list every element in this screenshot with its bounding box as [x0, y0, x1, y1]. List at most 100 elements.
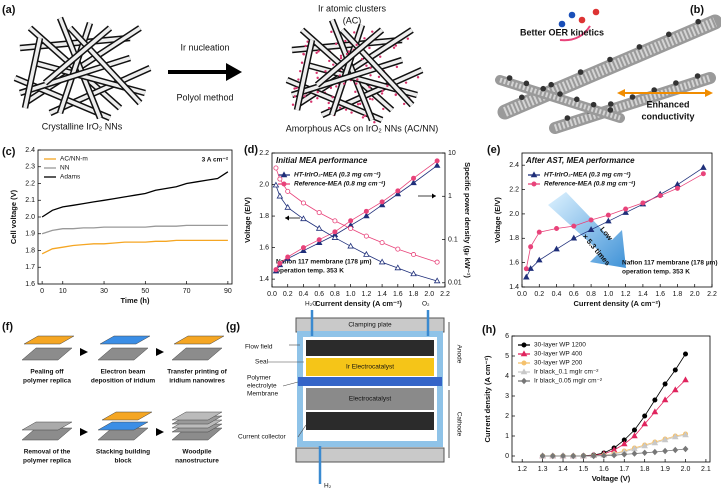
ir-cluster — [358, 102, 362, 106]
data-point — [700, 171, 706, 177]
y-tick-label: 1.7 — [25, 264, 35, 271]
plot-frame — [511, 335, 711, 463]
y-tick-label: 2 — [505, 413, 509, 420]
x-tick-label: 70 — [183, 288, 191, 295]
ir-cluster — [695, 18, 701, 25]
x-tick-label: 0 — [40, 288, 44, 295]
data-point — [570, 234, 578, 241]
data-point — [347, 242, 354, 249]
ir-cluster — [377, 75, 381, 79]
panel-label: (a) — [2, 4, 16, 16]
y-axis-label: Voltage (E/V) — [243, 197, 252, 243]
ir-cluster — [332, 63, 335, 66]
ir-cluster — [590, 101, 597, 108]
data-point — [277, 260, 283, 266]
x-axis-label: Current density (A cm⁻²) — [315, 299, 403, 308]
data-point — [410, 270, 417, 277]
x-tick-label: 0.4 — [299, 291, 309, 298]
y-tick-label: 2.0 — [25, 214, 35, 221]
data-point — [433, 277, 441, 284]
x-tick-label: 1.8 — [640, 466, 650, 473]
ir-cluster — [380, 92, 384, 95]
ir-cluster — [331, 96, 334, 99]
nanoneedle-core — [340, 28, 414, 107]
annotation: 3 A cm⁻² — [202, 157, 229, 164]
data-point — [642, 413, 648, 419]
data-point — [316, 237, 322, 243]
axis-pointer-head — [285, 215, 289, 221]
data-point — [523, 273, 530, 280]
label: O₂ — [422, 301, 430, 308]
axis-pointer-head — [432, 193, 436, 199]
legend-marker — [530, 171, 538, 178]
x-tick-label: 0.6 — [314, 291, 324, 298]
legend-entry: Reference-MEA (0.8 mg cm⁻²) — [544, 181, 635, 188]
ir-cluster — [354, 90, 357, 94]
nanowire-layer — [97, 421, 149, 431]
substrate — [21, 347, 73, 361]
data-point — [651, 448, 658, 456]
ir-cluster — [327, 101, 330, 105]
x-tick-label: 1.2 — [621, 291, 631, 298]
flow-field — [297, 331, 443, 447]
data-point — [348, 225, 354, 231]
ir-cluster — [302, 53, 306, 56]
nanoneedle-core — [315, 28, 384, 87]
ir-cluster — [394, 93, 397, 97]
ir-cluster — [574, 96, 580, 103]
data-point — [571, 223, 577, 229]
ir-cluster — [651, 87, 657, 93]
ir-cluster — [369, 74, 372, 77]
legend-entry: Ir black_0.1 mgIr cm⁻² — [534, 369, 599, 376]
y-tick-label: 2.1 — [25, 197, 35, 204]
ir-cluster — [316, 90, 319, 94]
ir-cluster — [315, 51, 318, 54]
x-tick-label: 1.5 — [579, 466, 589, 473]
data-point — [641, 420, 648, 427]
nanoneedle-core — [321, 68, 423, 117]
step-caption: Pealing off — [30, 369, 64, 376]
y-tick-label: 2.0 — [259, 181, 269, 188]
series-line — [542, 379, 686, 457]
data-point — [300, 215, 307, 222]
series-line — [41, 224, 228, 235]
step-caption: Removal of the — [24, 449, 71, 456]
ir-cluster — [317, 50, 320, 53]
pem-cell — [295, 310, 450, 484]
ir-cluster — [564, 115, 571, 121]
molecule — [592, 8, 600, 16]
data-point — [700, 164, 707, 170]
y-tick-label: 2.2 — [259, 150, 269, 157]
ir-cluster — [404, 81, 408, 84]
data-point — [528, 244, 534, 250]
data-point — [657, 193, 663, 199]
data-point — [433, 161, 441, 168]
data-point — [641, 449, 648, 456]
ir-cluster — [293, 87, 296, 90]
legend-entry: 30-layer WP 1200 — [534, 342, 586, 349]
y-axis-label: Voltage (E/V) — [493, 197, 502, 243]
label: Anode — [455, 345, 462, 364]
data-point — [300, 200, 306, 206]
step-arrow — [80, 348, 88, 356]
data-point — [600, 452, 607, 459]
legend-marker — [280, 171, 288, 178]
data-point — [590, 452, 597, 460]
label: Crystalline IrO₂ NNs — [42, 121, 123, 131]
x-tick-label: 0.4 — [552, 291, 562, 298]
data-point — [316, 210, 322, 216]
x-axis-label: Voltage (V) — [592, 474, 631, 483]
step-arrow — [156, 348, 164, 356]
molecule — [568, 11, 576, 19]
ir-cluster — [360, 57, 364, 61]
clamping-plate-bottom — [295, 447, 445, 463]
ir-cluster — [344, 108, 348, 111]
ir-cluster — [338, 106, 342, 110]
x-tick-label: 1.8 — [409, 291, 419, 298]
nanoneedle-core — [58, 22, 92, 114]
data-point — [651, 408, 659, 415]
y-tick-label: 2.2 — [25, 180, 35, 187]
x-tick-label: 1.8 — [673, 291, 683, 298]
ir-cluster — [386, 84, 389, 88]
